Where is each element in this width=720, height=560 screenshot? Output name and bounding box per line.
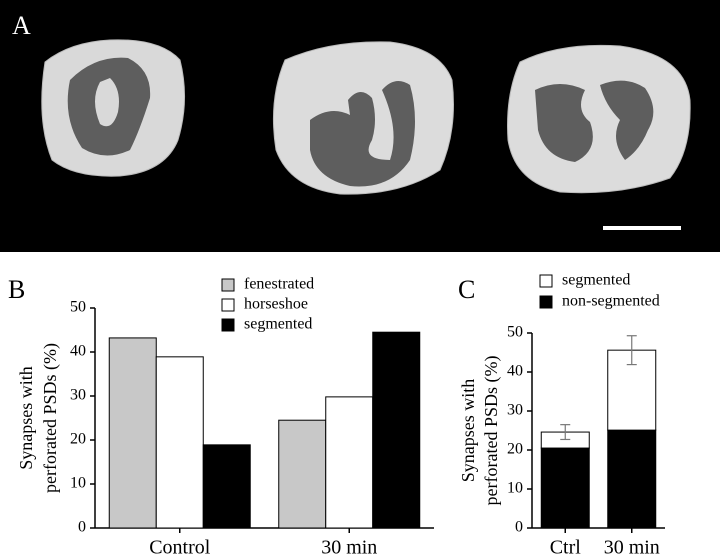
x-tick-label: 30 min [321, 537, 377, 559]
y-tick-label: 50 [507, 324, 523, 341]
error-bar [626, 335, 637, 366]
y-axis-label: Synapses with [458, 379, 478, 483]
legend-swatch [221, 318, 235, 332]
bar [278, 419, 327, 529]
y-tick-label: 20 [507, 441, 523, 458]
y-tick-label: 0 [515, 519, 523, 536]
x-tick-label: Control [149, 537, 211, 559]
y-tick-label: 30 [507, 402, 523, 419]
panel-label: C [458, 275, 475, 304]
legend-label: horseshoe [244, 296, 308, 313]
error-bar [560, 424, 571, 441]
bar [155, 356, 204, 529]
y-tick-label: 0 [78, 519, 86, 536]
bar [372, 331, 421, 529]
x-tick-label: Ctrl [550, 537, 582, 559]
bar [325, 396, 374, 529]
legend-swatch [539, 295, 553, 309]
legend-swatch [221, 278, 235, 292]
panel-label: A [12, 11, 31, 40]
reconstruction-1 [41, 39, 185, 177]
y-tick-label: 10 [507, 480, 523, 497]
y-tick-label: 20 [70, 431, 86, 448]
y-tick-label: 40 [507, 363, 523, 380]
y-axis-label: perforated PSDs (%) [40, 343, 61, 493]
legend-label: fenestrated [244, 276, 314, 293]
y-tick-label: 50 [70, 299, 86, 316]
y-tick-label: 40 [70, 343, 86, 360]
legend-label: non-segmented [562, 293, 660, 310]
bar-segment [607, 429, 657, 529]
x-tick-label: 30 min [604, 537, 660, 559]
reconstruction-2 [272, 41, 454, 195]
bar-segment [540, 447, 590, 529]
panel-label: B [8, 275, 25, 304]
legend-label: segmented [244, 316, 312, 333]
y-tick-label: 10 [70, 475, 86, 492]
legend-swatch [539, 274, 553, 288]
bar [202, 444, 251, 529]
y-axis-label: perforated PSDs (%) [481, 356, 502, 506]
legend-swatch [221, 298, 235, 312]
reconstruction-3 [507, 44, 691, 194]
bar [108, 337, 157, 529]
y-tick-label: 30 [70, 387, 86, 404]
y-axis-label: Synapses with [16, 366, 36, 470]
legend-label: segmented [562, 272, 630, 289]
